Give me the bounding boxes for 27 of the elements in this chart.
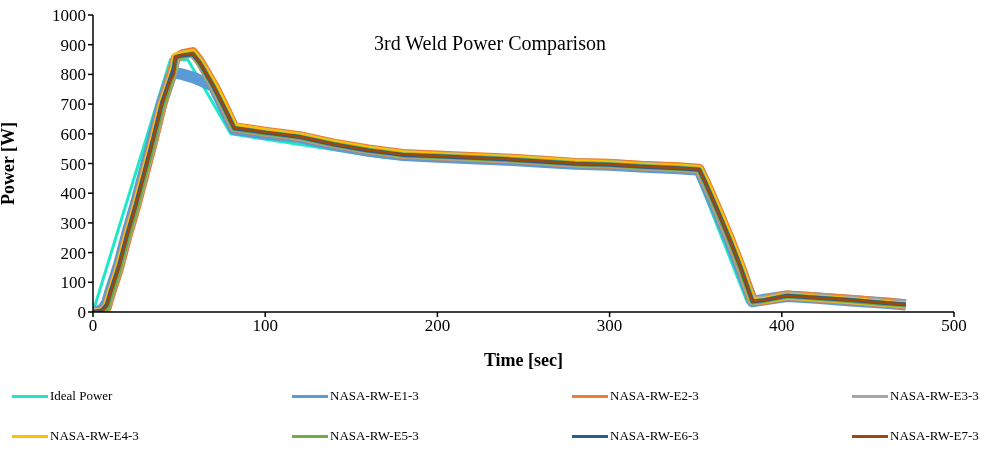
x-tick-label: 300 [596, 316, 623, 336]
legend-label: NASA-RW-E6-3 [610, 428, 699, 444]
y-tick-label: 100 [60, 273, 86, 293]
legend-label: NASA-RW-E7-3 [890, 428, 979, 444]
legend-label: NASA-RW-E1-3 [330, 388, 419, 404]
legend-label: Ideal Power [50, 388, 113, 404]
x-tick-label: 200 [424, 316, 451, 336]
y-tick-label: 900 [60, 35, 86, 55]
legend-label: NASA-RW-E5-3 [330, 428, 419, 444]
y-tick-label: 1000 [52, 6, 86, 26]
text: 3rd Weld Power Comparison [373, 32, 607, 55]
x-tick-label: 100 [252, 316, 278, 336]
y-tick-label: 300 [60, 213, 86, 233]
x-tick-label: 500 [941, 316, 967, 336]
y-tick-label: 600 [60, 124, 86, 144]
y-tick-label: 700 [60, 95, 86, 115]
y-tick-label: 0 [77, 303, 86, 323]
y-tick-label: 200 [60, 243, 86, 263]
x-tick-label: 400 [769, 316, 795, 336]
y-axis-title: Power [W] [0, 121, 19, 206]
y-tick-label: 400 [60, 184, 86, 204]
x-axis-title: Time [sec] [483, 350, 564, 370]
legend-label: NASA-RW-E4-3 [50, 428, 139, 444]
legend-label: NASA-RW-E3-3 [890, 388, 979, 404]
y-tick-label: 800 [60, 65, 86, 85]
legend-label: NASA-RW-E2-3 [610, 388, 699, 404]
y-tick-label: 500 [60, 154, 86, 174]
